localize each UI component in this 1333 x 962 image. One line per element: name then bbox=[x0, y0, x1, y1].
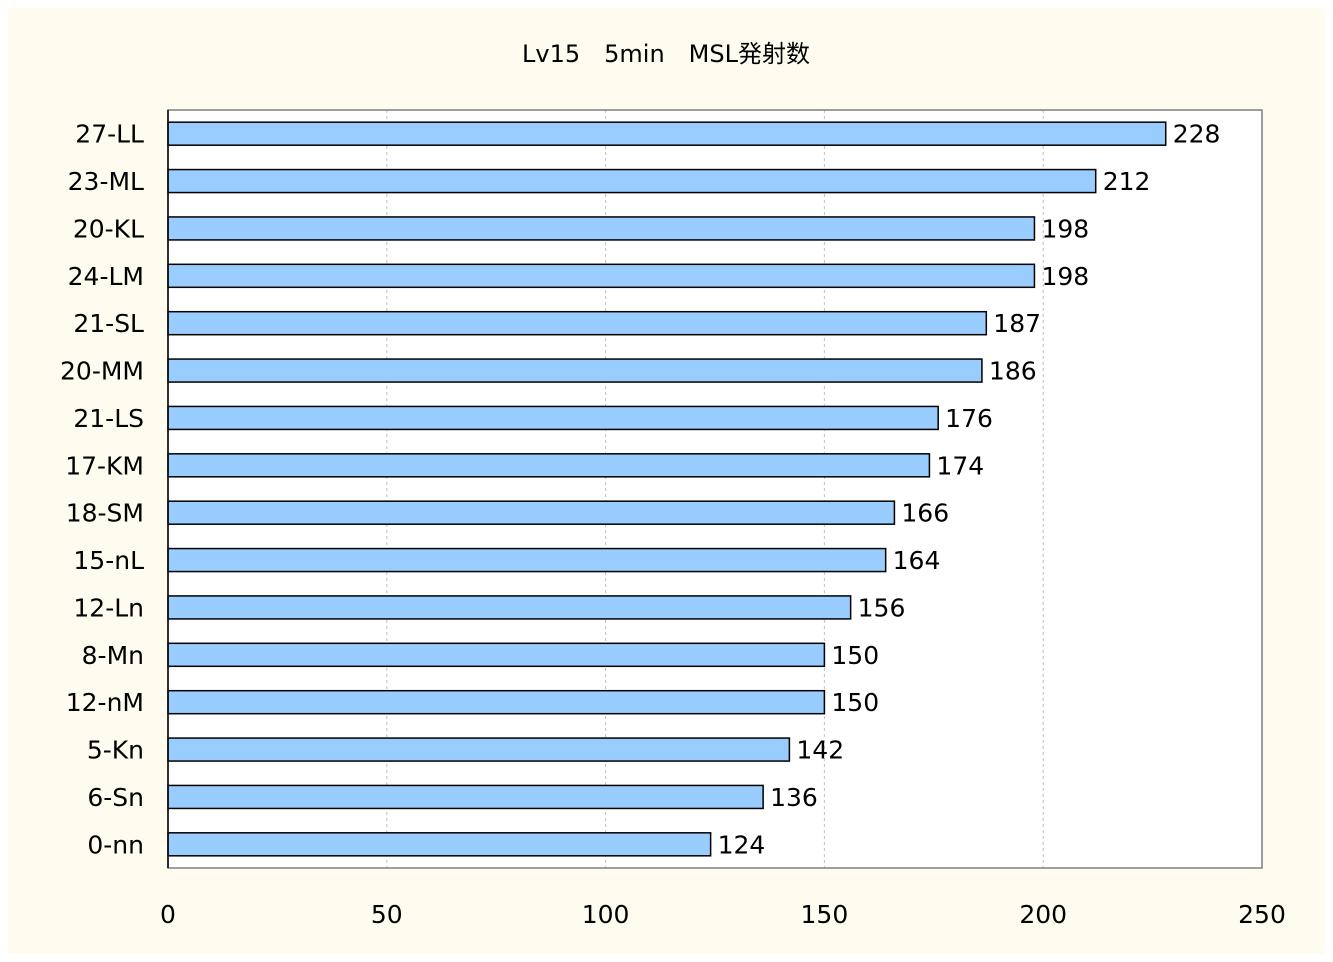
bar-12-Ln bbox=[167, 595, 852, 620]
bar-21-LS bbox=[167, 405, 939, 431]
data-label: 124 bbox=[718, 830, 766, 859]
data-label: 136 bbox=[770, 783, 818, 812]
chart-area: Lv15 5min MSL発射数 228 212 198 198 187 186 176 17… bbox=[8, 8, 1325, 954]
data-label: 198 bbox=[1041, 214, 1089, 243]
data-label: 142 bbox=[796, 736, 844, 765]
x-tick-label: 150 bbox=[801, 900, 849, 929]
category-label: 15-nL bbox=[73, 546, 144, 575]
category-label: 23-ML bbox=[68, 167, 144, 196]
bar-21-SL bbox=[167, 310, 988, 336]
category-label: 8-Mn bbox=[82, 641, 144, 670]
x-tick-label: 250 bbox=[1238, 900, 1286, 929]
category-label: 20-MM bbox=[60, 357, 144, 386]
x-tick-label: 50 bbox=[371, 900, 403, 929]
category-label: 21-LS bbox=[73, 404, 144, 433]
category-label: 18-SM bbox=[66, 499, 144, 528]
data-label: 186 bbox=[989, 357, 1037, 386]
bars: 2282121981981871861761741661641561501501… bbox=[167, 120, 1221, 859]
category-label: 24-LM bbox=[68, 262, 144, 291]
chart-title: Lv15 5min MSL発射数 bbox=[522, 40, 810, 68]
category-label: 0-nn bbox=[87, 830, 144, 859]
bar-15-nL bbox=[167, 547, 887, 573]
bar-17-KM bbox=[167, 453, 931, 478]
bar-20-KL bbox=[167, 216, 1036, 241]
bar-27-LL bbox=[167, 121, 1167, 146]
data-label: 212 bbox=[1103, 167, 1151, 196]
bar-0-nn bbox=[167, 832, 712, 857]
data-label: 228 bbox=[1173, 120, 1221, 149]
category-label: 17-KM bbox=[65, 451, 144, 480]
bar-24-LM bbox=[167, 263, 1036, 289]
x-tick-label: 0 bbox=[160, 900, 176, 929]
bar-18-SM bbox=[167, 500, 896, 525]
bar-5-Kn bbox=[167, 737, 791, 762]
category-label: 20-KL bbox=[73, 214, 144, 243]
bar-12-nM bbox=[167, 689, 826, 715]
x-tick-label: 200 bbox=[1019, 900, 1067, 929]
data-label: 150 bbox=[831, 641, 879, 670]
category-label: 6-Sn bbox=[87, 783, 144, 812]
category-label: 27-LL bbox=[75, 120, 144, 149]
data-label: 187 bbox=[993, 309, 1041, 338]
category-label: 5-Kn bbox=[87, 736, 144, 765]
x-tick-label: 100 bbox=[582, 900, 630, 929]
data-label: 166 bbox=[901, 499, 949, 528]
bar-chart: Lv15 5min MSL発射数 22821219819818718617617… bbox=[60, 40, 1286, 929]
category-label: 12-nM bbox=[66, 688, 144, 717]
axes: 27-LL 23-ML 20-KL 24-LM 21-SL 20-MM 21-LS 17-KM… bbox=[60, 109, 1286, 929]
data-label: 150 bbox=[831, 688, 879, 717]
data-label: 156 bbox=[858, 593, 906, 622]
category-label: 12-Ln bbox=[73, 593, 144, 622]
data-label: 198 bbox=[1041, 262, 1089, 291]
data-label: 164 bbox=[893, 546, 941, 575]
bar-20-MM bbox=[167, 358, 983, 383]
bar-23-ML bbox=[167, 168, 1097, 194]
category-label: 21-SL bbox=[73, 309, 144, 338]
data-label: 176 bbox=[945, 404, 993, 433]
bar-6-Sn bbox=[167, 784, 764, 810]
bar-8-Mn bbox=[167, 642, 826, 668]
data-label: 174 bbox=[936, 451, 984, 480]
